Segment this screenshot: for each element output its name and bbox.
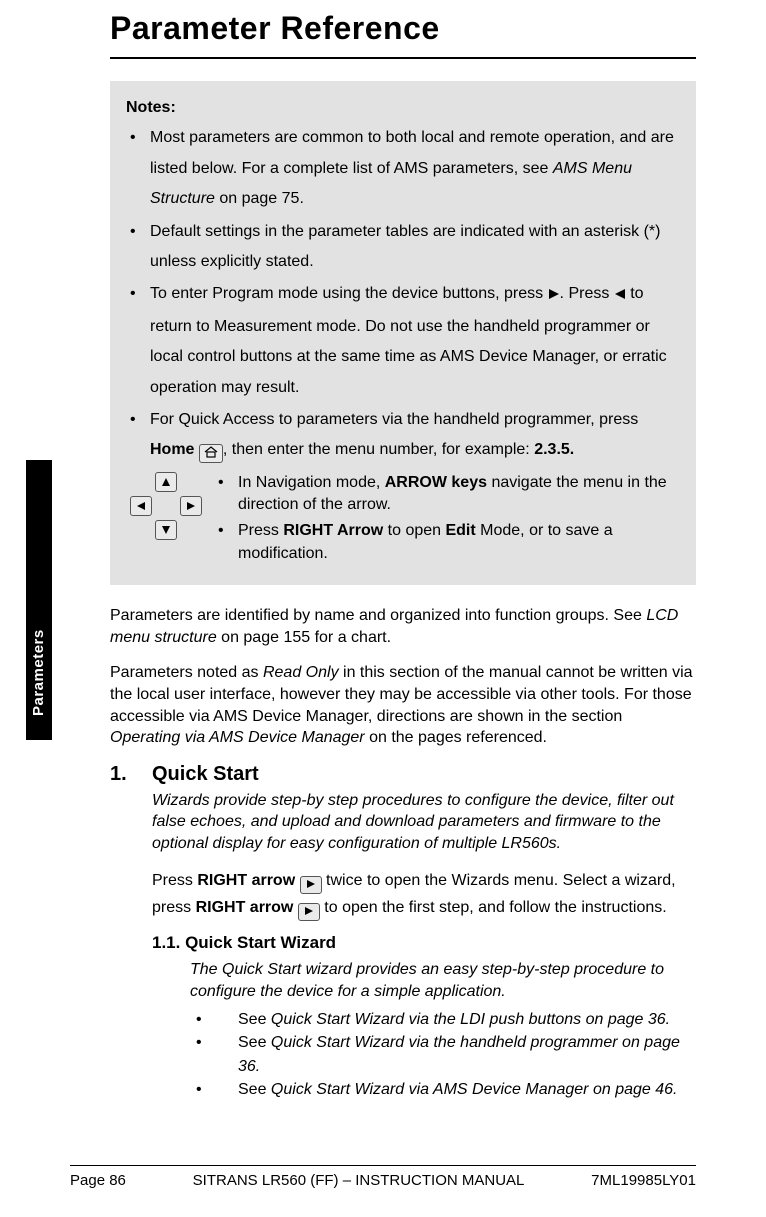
nav-item-1: In Navigation mode, ARROW keys navigate … (214, 472, 680, 517)
notes-item-3: To enter Program mode using the device b… (126, 279, 680, 403)
nav-2-d: Edit (445, 522, 475, 539)
footer: Page 86 SITRANS LR560 (FF) – INSTRUCTION… (70, 1165, 696, 1189)
sub-11-list: See Quick Start Wizard via the LDI push … (190, 1008, 696, 1101)
sub-11-desc: The Quick Start wizard provides an easy … (190, 959, 696, 1002)
section-1-desc: Wizards provide step-by step procedures … (152, 790, 696, 855)
p2-c: on the pages referenced. (365, 729, 547, 746)
page-title: Parameter Reference (110, 10, 696, 47)
notes-item-3-b: . Press (560, 285, 614, 302)
s1-e: to open the first step, and follow the i… (324, 899, 666, 916)
sub-section-11: 1.1. Quick Start Wizard The Quick Start … (152, 933, 696, 1101)
p2-a: Parameters noted as (110, 664, 263, 681)
sub-11-item-1: See Quick Start Wizard via the LDI push … (190, 1008, 696, 1031)
p2-i2: Operating via AMS Device Manager (110, 729, 365, 746)
nav-list: In Navigation mode, ARROW keys navigate … (214, 472, 680, 566)
section-1-body: Press RIGHT arrow twice to open the Wiza… (152, 867, 696, 921)
footer-center: SITRANS LR560 (FF) – INSTRUCTION MANUAL (193, 1172, 525, 1189)
sub-11-1-link: Quick Start Wizard via the LDI push butt… (271, 1011, 586, 1028)
nav-2-c: to open (383, 522, 445, 539)
sub-11-2-link: Quick Start Wizard via the handheld prog… (271, 1034, 622, 1051)
s1-d: RIGHT arrow (196, 899, 294, 916)
sub-11-item-3: See Quick Start Wizard via AMS Device Ma… (190, 1078, 696, 1101)
notes-item-1: Most parameters are common to both local… (126, 123, 680, 214)
notes-item-3-a: To enter Program mode using the device b… (150, 285, 548, 302)
notes-item-1-post: on page 75. (215, 190, 304, 207)
right-arrow-key-inline-icon-2 (298, 903, 320, 921)
sub-11-3-link: Quick Start Wizard via AMS Device Manage… (271, 1081, 593, 1098)
side-tab-label: Parameters (30, 516, 47, 716)
side-tab: Parameters (26, 520, 52, 740)
nav-1-a: In Navigation mode, (238, 474, 385, 491)
sub-11-2-see: See (238, 1034, 271, 1051)
sub-11-head: 1.1. Quick Start Wizard (152, 933, 696, 953)
down-arrow-key-icon (155, 520, 177, 540)
body-text: Parameters are identified by name and or… (110, 605, 696, 749)
nav-2-b: RIGHT Arrow (283, 522, 383, 539)
title-rule (110, 57, 696, 59)
notes-list: Most parameters are common to both local… (126, 123, 680, 465)
left-arrow-key-icon (130, 496, 152, 516)
section-1-num: 1. (110, 763, 152, 786)
sub-11-3-pg: on page 46. (593, 1081, 678, 1098)
footer-right: 7ML19985LY01 (591, 1172, 696, 1189)
footer-left: Page 86 (70, 1172, 126, 1189)
p1-b: on page 155 for a chart. (217, 629, 391, 646)
arrow-keys-icon (126, 472, 206, 542)
sub-11-1-pg: on page 36. (586, 1011, 671, 1028)
section-1-title: Quick Start (152, 763, 259, 786)
notes-item-4: For Quick Access to parameters via the h… (126, 405, 680, 466)
nav-1-b: ARROW keys (385, 474, 487, 491)
p2-i: Read Only (263, 664, 339, 681)
notes-heading: Notes: (126, 93, 680, 123)
s1-b: RIGHT arrow (197, 872, 295, 889)
nav-2-a: Press (238, 522, 283, 539)
nav-item-2: Press RIGHT Arrow to open Edit Mode, or … (214, 520, 680, 565)
s1-a: Press (152, 872, 197, 889)
home-key-icon (199, 444, 223, 463)
sub-11-3-see: See (238, 1081, 271, 1098)
left-triangle-icon (614, 281, 626, 311)
section-1-header: 1. Quick Start (110, 763, 696, 786)
notes-item-4-home: Home (150, 441, 194, 458)
notes-item-2: Default settings in the parameter tables… (126, 217, 680, 278)
right-arrow-key-icon (180, 496, 202, 516)
notes-item-2-text: Default settings in the parameter tables… (150, 223, 660, 270)
nav-block: In Navigation mode, ARROW keys navigate … (126, 472, 680, 570)
notes-box: Notes: Most parameters are common to bot… (110, 81, 696, 585)
body-p1: Parameters are identified by name and or… (110, 605, 696, 648)
notes-item-4-b: , then enter the menu number, for exampl… (223, 441, 534, 458)
sub-11-1-see: See (238, 1011, 271, 1028)
sub-11-item-2: See Quick Start Wizard via the handheld … (190, 1031, 696, 1077)
p1-a: Parameters are identified by name and or… (110, 607, 646, 624)
right-arrow-key-inline-icon (300, 876, 322, 894)
notes-item-4-example: 2.3.5. (534, 441, 574, 458)
right-triangle-icon (548, 281, 560, 311)
body-p2: Parameters noted as Read Only in this se… (110, 662, 696, 748)
up-arrow-key-icon (155, 472, 177, 492)
notes-item-4-a: For Quick Access to parameters via the h… (150, 411, 638, 428)
